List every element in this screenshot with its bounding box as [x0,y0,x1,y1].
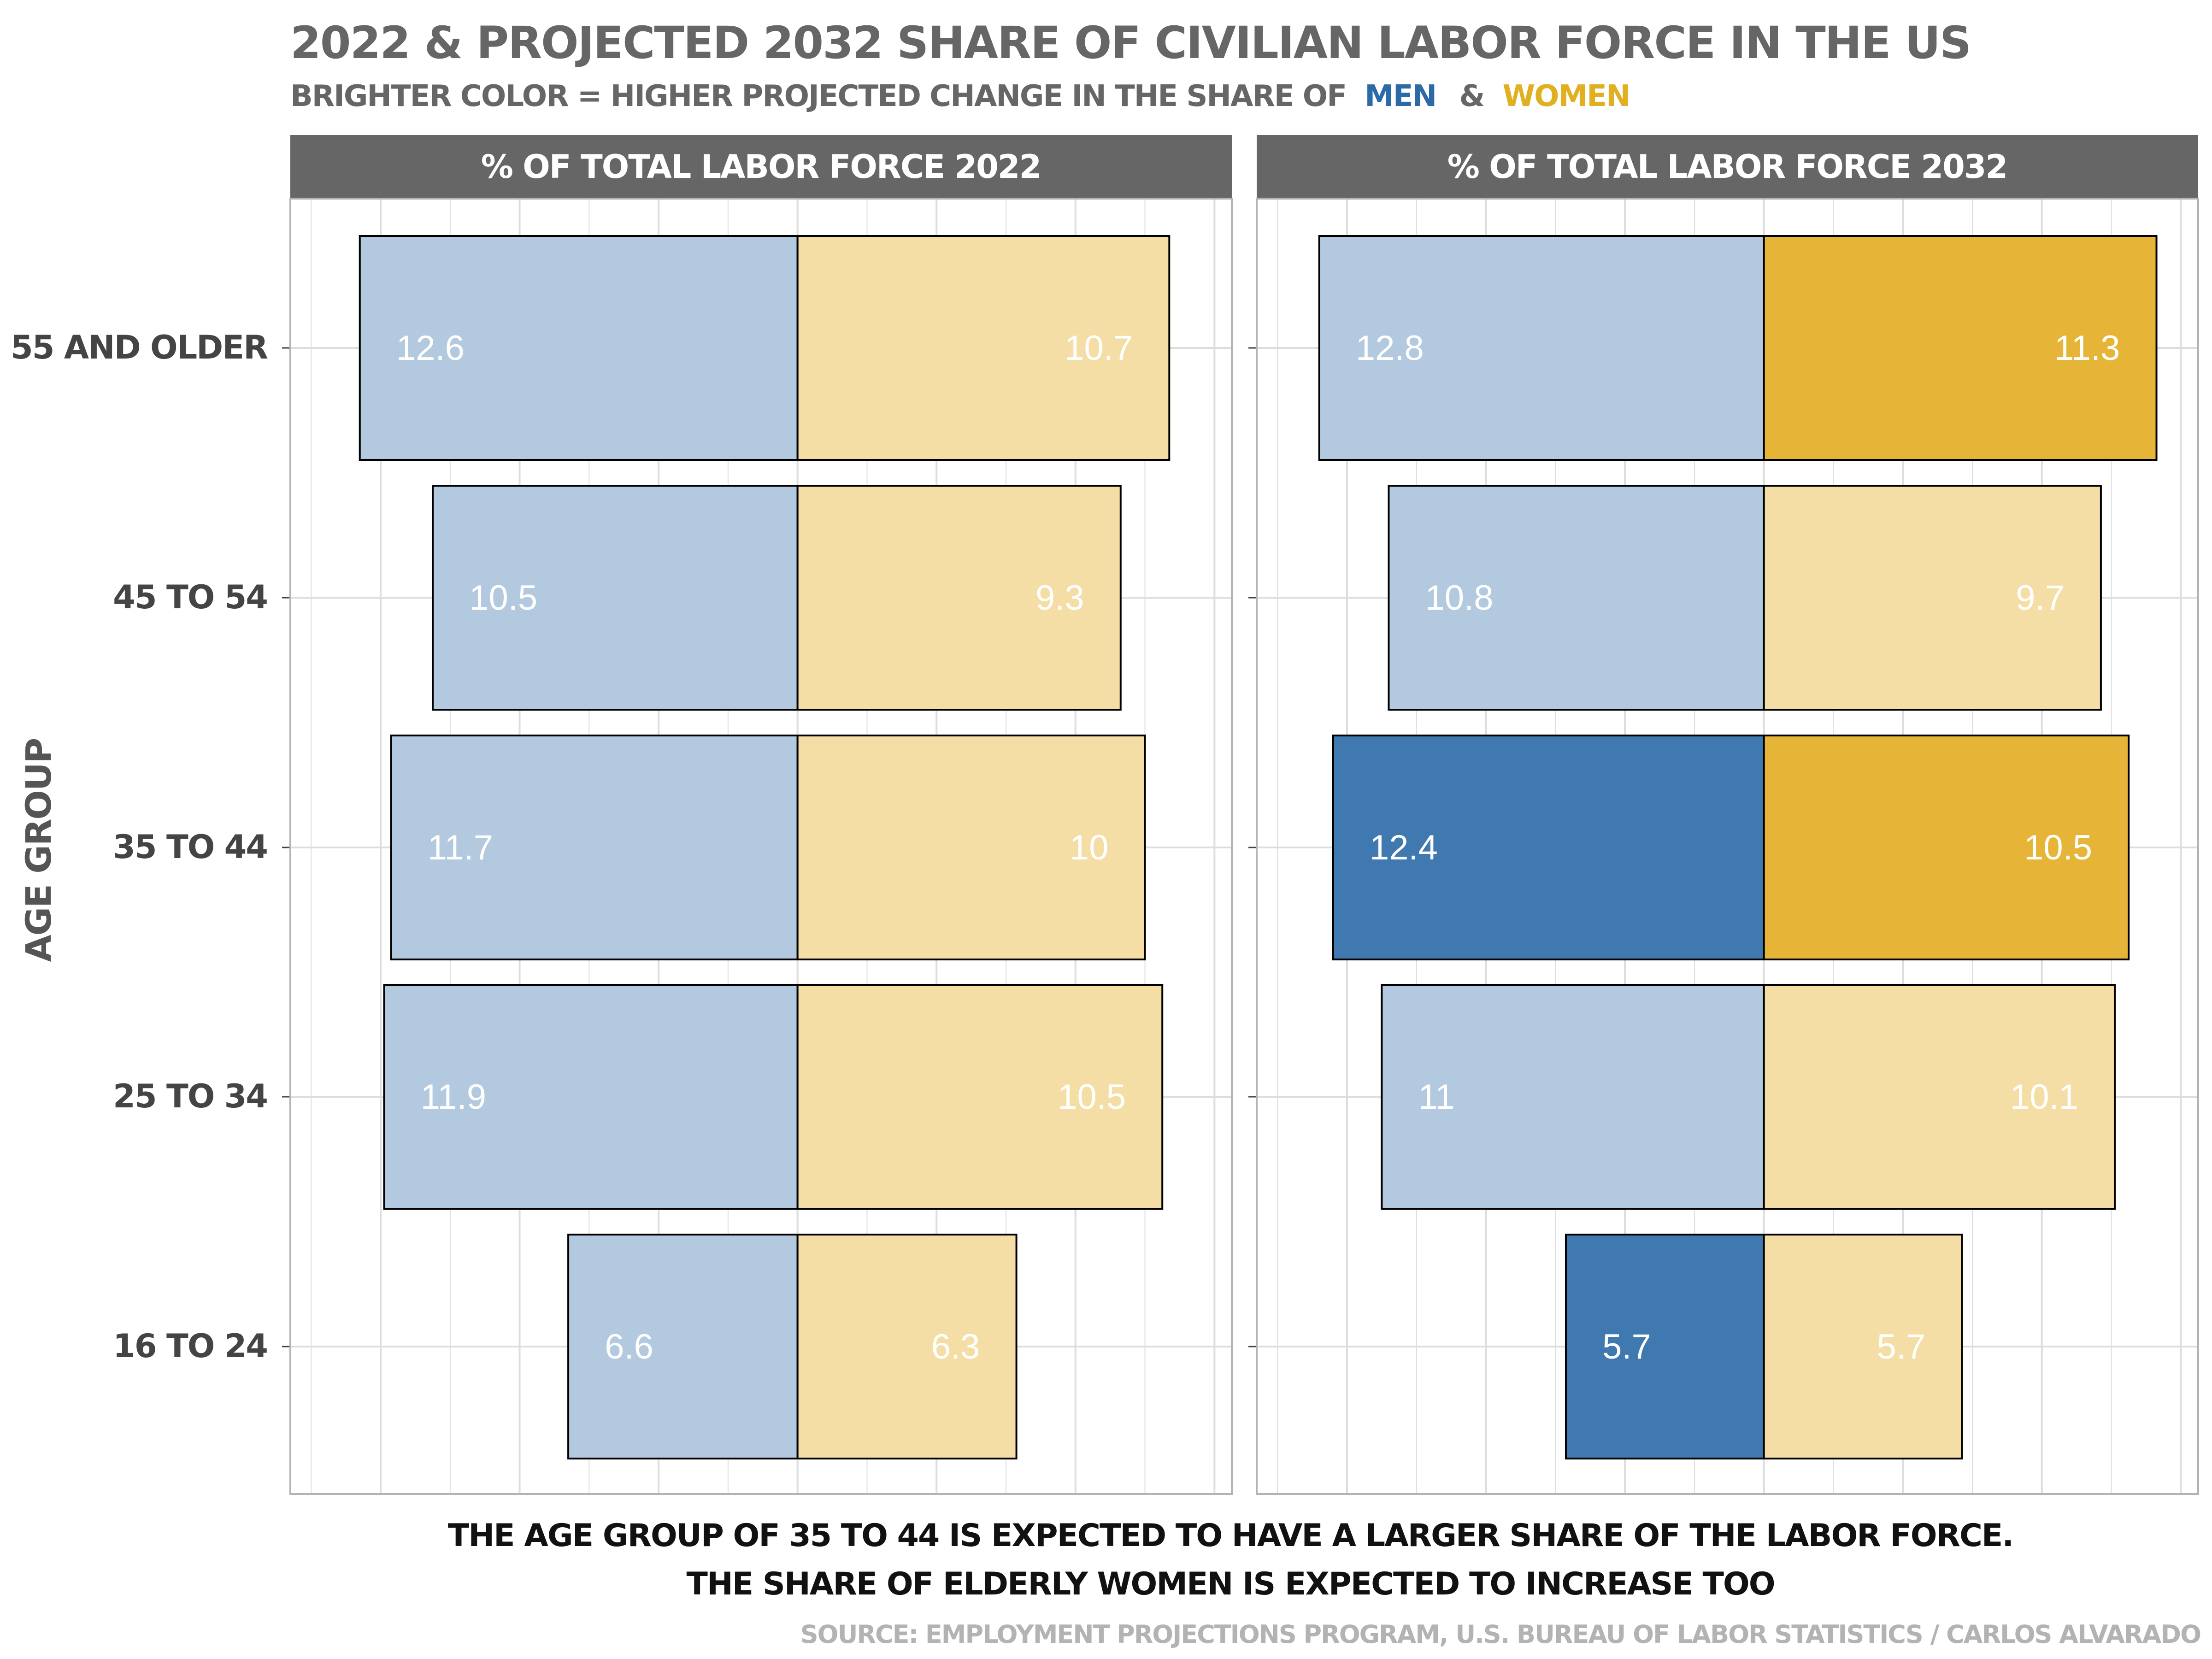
panel-2022-strip-label: % OF TOTAL LABOR FORCE 2022 [481,148,1041,186]
panel-2032-strip-label: % OF TOTAL LABOR FORCE 2032 [1447,148,2007,186]
bar-men-35-to-44-2022 [390,735,799,960]
bar-men-55-and-older-2032 [1318,235,1765,461]
y-label-55-and-older: 55 AND OLDER [11,329,268,366]
source-caption: SOURCE: EMPLOYMENT PROJECTIONS PROGRAM, … [800,1620,2200,1649]
label-men-16-to-24-2022: 6.6 [605,1327,653,1366]
label-women-16-to-24-2022: 6.3 [931,1327,980,1366]
label-men-45-to-54-2022: 10.5 [469,578,537,618]
bar-women-25-to-34-2022 [796,984,1164,1210]
bar-men-35-to-44-2032 [1332,735,1765,960]
y-label-16-to-24: 16 TO 24 [113,1327,267,1365]
chart-title: 2022 & PROJECTED 2032 SHARE OF CIVILIAN … [290,17,1971,69]
y-label-25-to-34: 25 TO 34 [113,1077,267,1115]
label-men-25-to-34-2032: 11 [1418,1077,1455,1117]
subtitle-women: WOMEN [1503,79,1630,113]
y-label-45-to-54: 45 TO 54 [113,578,267,616]
panel-2032-bars: 12.8 11.3 10.8 9.7 12.4 10.5 11 10.1 5.7 5.7 [1318,235,2158,1459]
label-men-55-and-older-2032: 12.8 [1356,329,1424,368]
y-axis-title: AGE GROUP [18,739,59,962]
bar-men-16-to-24-2022 [567,1234,799,1459]
subtitle-men: MEN [1365,79,1436,113]
panel-2032-strip [1257,135,2198,199]
y-label-35-to-44: 35 TO 44 [113,828,267,866]
bar-women-16-to-24-2032 [1763,1234,1963,1459]
label-men-45-to-54-2032: 10.8 [1425,578,1494,618]
bar-women-55-and-older-2032 [1763,235,2158,461]
label-women-55-and-older-2022: 10.7 [1065,329,1133,368]
label-men-35-to-44-2022: 11.7 [428,828,493,867]
panel-2022-strip [290,135,1232,199]
bar-women-35-to-44-2032 [1763,735,2130,960]
label-women-55-and-older-2032: 11.3 [2054,329,2120,368]
label-men-25-to-34-2022: 11.9 [421,1077,486,1117]
bar-women-55-and-older-2022 [796,235,1171,461]
bar-men-45-to-54-2032 [1388,485,1765,711]
label-men-35-to-44-2032: 12.4 [1370,828,1438,867]
label-women-45-to-54-2022: 9.3 [1035,578,1084,618]
bar-men-25-to-34-2032 [1381,984,1765,1210]
label-women-25-to-34-2032: 10.1 [2010,1077,2078,1117]
bar-women-25-to-34-2032 [1763,984,2116,1210]
bar-men-45-to-54-2022 [432,485,799,711]
label-women-25-to-34-2022: 10.5 [1058,1077,1126,1117]
bar-men-16-to-24-2032 [1565,1234,1765,1459]
bar-women-45-to-54-2032 [1763,485,2102,711]
y-axis-labels: 55 AND OLDER 45 TO 54 35 TO 44 25 TO 34 … [11,329,269,1365]
subtitle-prefix: BRIGHTER COLOR = HIGHER PROJECTED CHANGE… [290,79,1346,113]
bar-men-25-to-34-2022 [383,984,799,1210]
panel-2022-border [289,198,1233,1495]
panel-2032-border [1256,198,2199,1495]
chart-subtitle: BRIGHTER COLOR = HIGHER PROJECTED CHANGE… [290,79,1630,113]
subtitle-amp: & [1459,79,1484,113]
label-women-45-to-54-2032: 9.7 [2016,578,2065,618]
label-women-16-to-24-2032: 5.7 [1877,1327,1926,1366]
panel-2032: % OF TOTAL LABOR FORCE 2032 12.8 11.3 10.8… [1248,135,2199,1495]
label-women-35-to-44-2032: 10.5 [2024,828,2092,867]
bar-women-35-to-44-2022 [796,735,1146,960]
bar-men-55-and-older-2022 [359,235,799,461]
bar-women-45-to-54-2022 [796,485,1122,711]
x-axis-caption-line-2: THE SHARE OF ELDERLY WOMEN IS EXPECTED T… [686,1566,1774,1602]
label-men-16-to-24-2032: 5.7 [1602,1327,1651,1366]
label-women-35-to-44-2022: 10 [1070,828,1109,867]
panel-2022: % OF TOTAL LABOR FORCE 2022 12.6 10.7 10.5… [282,135,1233,1495]
bar-women-16-to-24-2022 [796,1234,1018,1459]
x-axis-caption-line-1: THE AGE GROUP OF 35 TO 44 IS EXPECTED TO… [448,1518,2013,1554]
label-men-55-and-older-2022: 12.6 [396,329,465,368]
panel-2022-bars: 12.6 10.7 10.5 9.3 11.7 10 11.9 10.5 6.6 6.3 [359,235,1171,1459]
